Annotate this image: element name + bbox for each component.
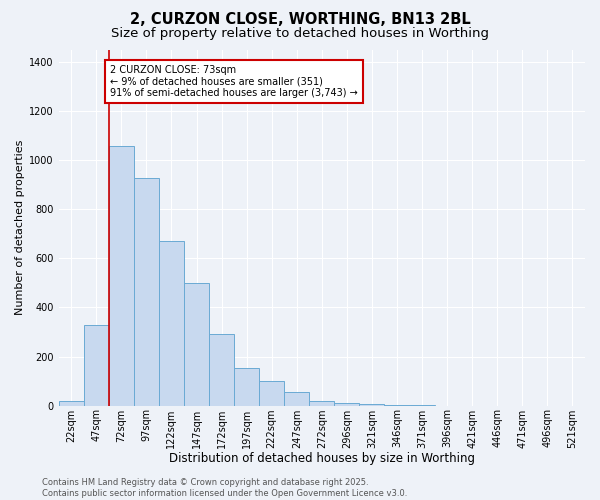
Bar (234, 368, 259, 406)
X-axis label: Distribution of detached houses by size in Worthing: Distribution of detached houses by size … (169, 452, 475, 465)
Text: Contains HM Land Registry data © Crown copyright and database right 2025.
Contai: Contains HM Land Registry data © Crown c… (42, 478, 407, 498)
Bar (334, 402, 359, 406)
Y-axis label: Number of detached properties: Number of detached properties (15, 140, 25, 316)
Bar (84, 324, 109, 406)
Bar (259, 381, 284, 406)
Bar (159, 242, 184, 406)
Bar (109, 146, 134, 406)
Text: Size of property relative to detached houses in Worthing: Size of property relative to detached ho… (111, 28, 489, 40)
Text: 2, CURZON CLOSE, WORTHING, BN13 2BL: 2, CURZON CLOSE, WORTHING, BN13 2BL (130, 12, 470, 28)
Bar (359, 404, 385, 406)
Bar (209, 334, 234, 406)
Bar (134, 178, 159, 406)
Bar (184, 283, 209, 406)
Bar (59, 400, 84, 406)
Bar (309, 400, 334, 406)
Text: 2 CURZON CLOSE: 73sqm
← 9% of detached houses are smaller (351)
91% of semi-deta: 2 CURZON CLOSE: 73sqm ← 9% of detached h… (110, 64, 358, 98)
Bar (284, 392, 309, 406)
